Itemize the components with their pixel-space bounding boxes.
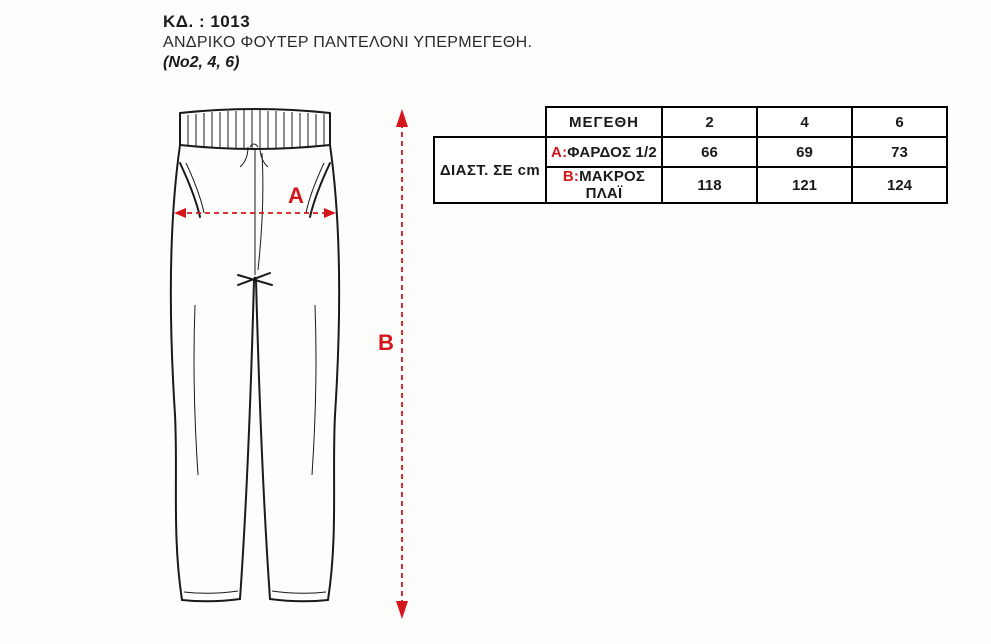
val-b-1: 121: [757, 167, 852, 203]
dim-a-label: ΦΑΡΔΟΣ 1/2: [567, 144, 657, 161]
size-col-0: 2: [662, 107, 757, 137]
dim-a-cell: A:ΦΑΡΔΟΣ 1/2: [546, 137, 662, 167]
product-header: ΚΔ. : 1013 ΑΝΔΡΙΚΟ ΦΟΥΤΕΡ ΠΑΝΤΕΛΟΝΙ ΥΠΕΡ…: [163, 12, 532, 72]
val-b-2: 124: [852, 167, 947, 203]
size-col-2: 6: [852, 107, 947, 137]
code-value: 1013: [210, 12, 250, 31]
product-sizes-note: (No2, 4, 6): [163, 54, 532, 72]
empty-cell: [434, 107, 546, 137]
dimension-b-line: [396, 109, 408, 619]
dimensions-label: ΔΙΑΣΤ. ΣΕ cm: [434, 137, 546, 203]
product-code: ΚΔ. : 1013: [163, 12, 532, 32]
val-a-1: 69: [757, 137, 852, 167]
size-col-1: 4: [757, 107, 852, 137]
val-b-0: 118: [662, 167, 757, 203]
dimension-b-label: B: [378, 330, 394, 356]
pants-diagram: A B: [140, 105, 430, 625]
dim-b-cell: B:ΜΑΚΡΟΣ ΠΛΑΪ: [546, 167, 662, 203]
table-row: ΔΙΑΣΤ. ΣΕ cm A:ΦΑΡΔΟΣ 1/2 66 69 73: [434, 137, 947, 167]
sizes-header: ΜΕΓΕΘΗ: [546, 107, 662, 137]
dim-a-prefix: A:: [551, 144, 567, 161]
val-a-2: 73: [852, 137, 947, 167]
val-a-0: 66: [662, 137, 757, 167]
dim-b-label: ΜΑΚΡΟΣ ΠΛΑΪ: [579, 168, 645, 202]
product-description: ΑΝΔΡΙΚΟ ΦΟΥΤΕΡ ΠΑΝΤΕΛΟΝΙ ΥΠΕΡΜΕΓΕΘΗ.: [163, 34, 532, 52]
dimension-a-label: A: [288, 183, 304, 209]
dim-b-prefix: B:: [563, 168, 579, 185]
code-label: ΚΔ. :: [163, 12, 205, 31]
pants-svg: [140, 105, 430, 625]
table-row: ΜΕΓΕΘΗ 2 4 6: [434, 107, 947, 137]
size-table: ΜΕΓΕΘΗ 2 4 6 ΔΙΑΣΤ. ΣΕ cm A:ΦΑΡΔΟΣ 1/2 6…: [433, 106, 948, 204]
